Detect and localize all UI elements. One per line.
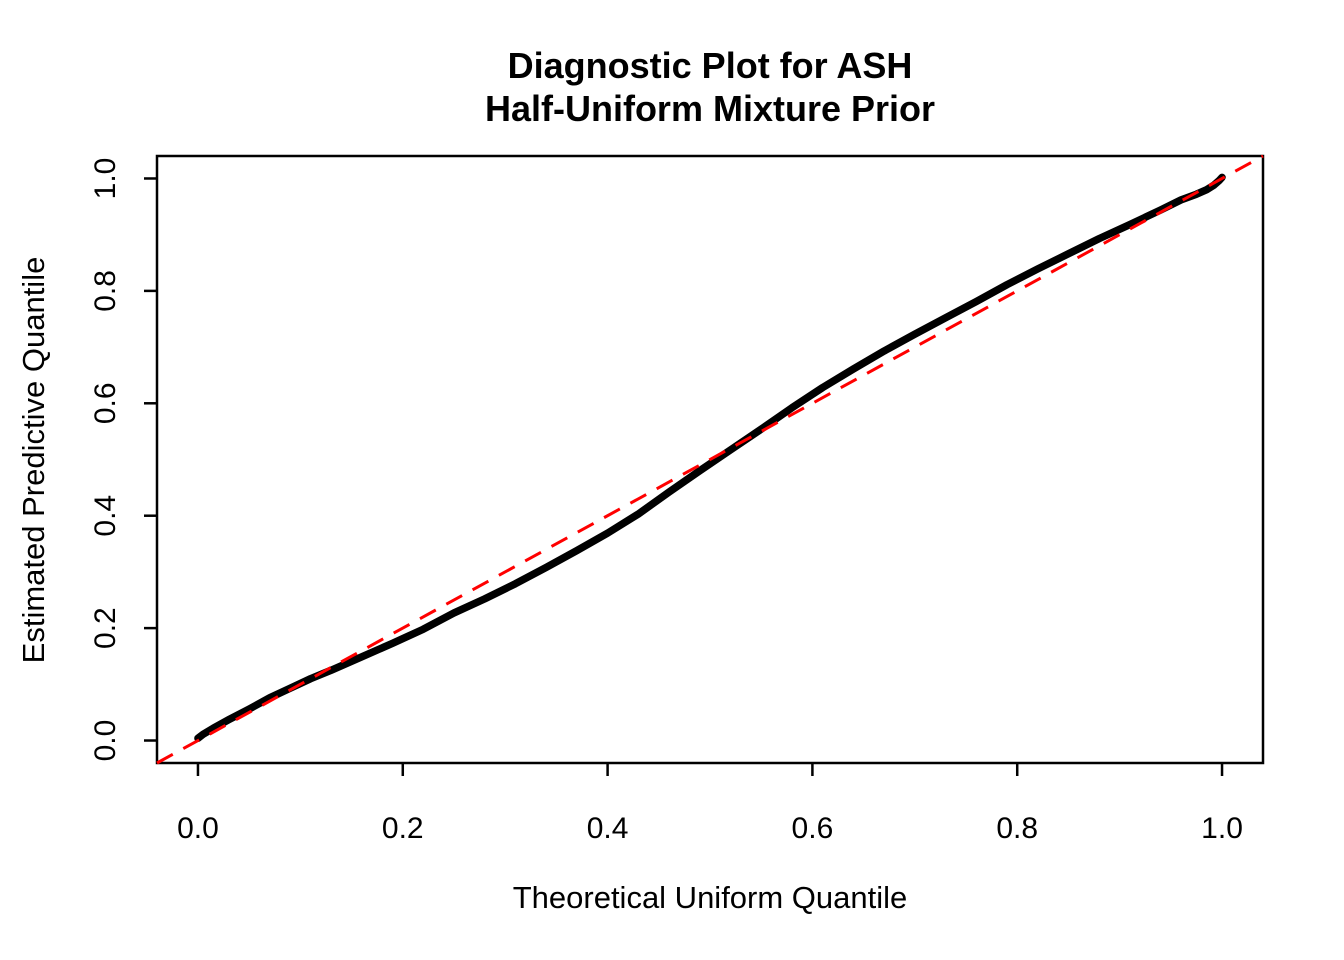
x-axis-label: Theoretical Uniform Quantile: [513, 880, 908, 915]
y-tick-label: 0.8: [89, 270, 122, 312]
chart-title-line-2: Half-Uniform Mixture Prior: [485, 88, 935, 129]
y-tick-label: 0.4: [89, 495, 122, 537]
chart-title-line-1: Diagnostic Plot for ASH: [508, 45, 913, 86]
x-tick-label: 0.2: [382, 812, 424, 845]
x-tick-label: 1.0: [1201, 812, 1243, 845]
plot-box: [155, 154, 1265, 765]
reference-line: [156, 154, 1264, 765]
y-tick-label: 1.0: [89, 158, 122, 200]
x-axis: 0.0 0.2 0.4 0.6 0.8 1.0: [177, 763, 1243, 845]
y-tick-label: 0.6: [89, 382, 122, 424]
x-tick-label: 0.0: [177, 812, 219, 845]
x-tick-label: 0.6: [792, 812, 834, 845]
quantile-curve: [194, 173, 1226, 743]
x-tick-label: 0.4: [587, 812, 629, 845]
x-tick-label: 0.8: [996, 812, 1038, 845]
y-axis: 0.0 0.2 0.4 0.6 0.8 1.0: [89, 158, 157, 762]
y-axis-label: Estimated Predictive Quantile: [16, 257, 51, 664]
y-tick-label: 0.0: [89, 720, 122, 762]
y-tick-label: 0.2: [89, 607, 122, 649]
